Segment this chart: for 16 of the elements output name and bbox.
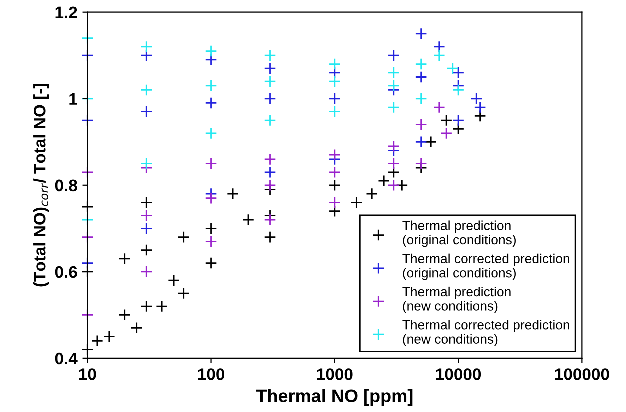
x-tick-label: 100 [198, 368, 224, 380]
y-tick-label: 1 [70, 93, 78, 105]
x-tick-label: 10000 [436, 368, 482, 380]
x-tick-label: 10 [79, 368, 96, 380]
x-tick-label: 100000 [555, 368, 610, 380]
y-axis-title: (Total NO)$_{corr}$/ Total NO [-] [34, 84, 50, 287]
y-tick-label: 0.8 [55, 180, 78, 192]
y-tick-label: 1.2 [56, 6, 78, 18]
legend-label: Thermal corrected prediction (original conditions) [402, 254, 570, 280]
x-tick-label: 1000 [317, 368, 353, 380]
legend-label: Thermal prediction (new conditions) [402, 286, 511, 314]
legend-label: Thermal corrected prediction (new conditions) [402, 320, 570, 347]
y-tick-label: 0.6 [55, 266, 78, 278]
y-tick-label: 0.4 [55, 352, 78, 365]
legend-label: Thermal prediction (original conditions) [402, 220, 516, 248]
x-axis-title: Thermal NO [ppm] [256, 389, 413, 406]
